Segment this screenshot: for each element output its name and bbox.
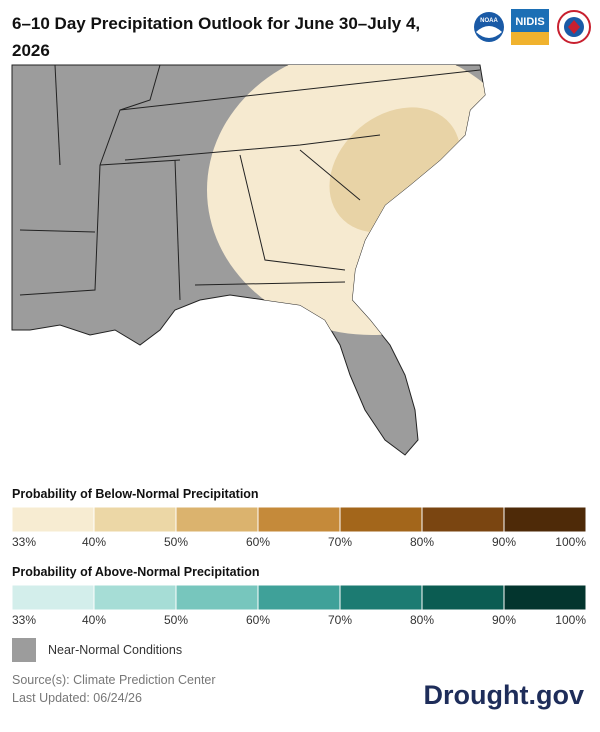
scale-label: 50% bbox=[163, 613, 189, 627]
last-updated: Last Updated: 06/24/26 bbox=[12, 691, 142, 705]
scale-swatch bbox=[421, 584, 505, 611]
scale-swatch bbox=[339, 584, 423, 611]
scale-label: 50% bbox=[163, 535, 189, 549]
nidis-text: NIDIS bbox=[515, 16, 544, 28]
near-normal-label: Near-Normal Conditions bbox=[48, 643, 183, 657]
scale-swatch bbox=[257, 506, 341, 533]
map bbox=[11, 64, 486, 456]
scale-swatch bbox=[503, 584, 587, 611]
scale-swatch bbox=[93, 506, 177, 533]
above-legend-title: Probability of Above-Normal Precipitatio… bbox=[12, 565, 260, 579]
noaa-text: NOAA bbox=[480, 18, 498, 24]
above-scale bbox=[11, 584, 587, 611]
below-legend-title: Probability of Below-Normal Precipitatio… bbox=[12, 487, 259, 501]
scale-swatch bbox=[93, 584, 177, 611]
scale-swatch bbox=[257, 584, 341, 611]
scale-label: 90% bbox=[491, 535, 517, 549]
scale-label: 80% bbox=[409, 535, 435, 549]
scale-swatch bbox=[11, 506, 95, 533]
scale-label: 70% bbox=[327, 613, 353, 627]
scale-label: 90% bbox=[491, 613, 517, 627]
scale-swatch bbox=[421, 506, 505, 533]
brand: Drought.gov bbox=[423, 680, 584, 710]
scale-swatch bbox=[175, 506, 259, 533]
scale-label: 33% bbox=[12, 535, 37, 549]
scale-label: 40% bbox=[81, 535, 107, 549]
scale-label: 40% bbox=[81, 613, 107, 627]
scale-label: 70% bbox=[327, 535, 353, 549]
scale-swatch bbox=[339, 506, 423, 533]
scale-label: 33% bbox=[12, 613, 37, 627]
near-normal-swatch bbox=[12, 638, 36, 662]
title: 6–10 Day Precipitation Outlook for June … bbox=[12, 14, 421, 60]
scale-swatch bbox=[175, 584, 259, 611]
scale-label: 60% bbox=[245, 613, 271, 627]
scale-label: 80% bbox=[409, 613, 435, 627]
logos: NOAA NIDIS bbox=[474, 9, 591, 45]
below-scale bbox=[11, 506, 587, 533]
scale-swatch bbox=[503, 506, 587, 533]
scale-label: 100% bbox=[555, 613, 586, 627]
scale-label: 60% bbox=[245, 535, 271, 549]
scale-swatch bbox=[11, 584, 95, 611]
state-borders bbox=[19, 64, 481, 301]
scale-label: 100% bbox=[555, 535, 586, 549]
source: Source(s): Climate Prediction Center bbox=[12, 673, 216, 687]
